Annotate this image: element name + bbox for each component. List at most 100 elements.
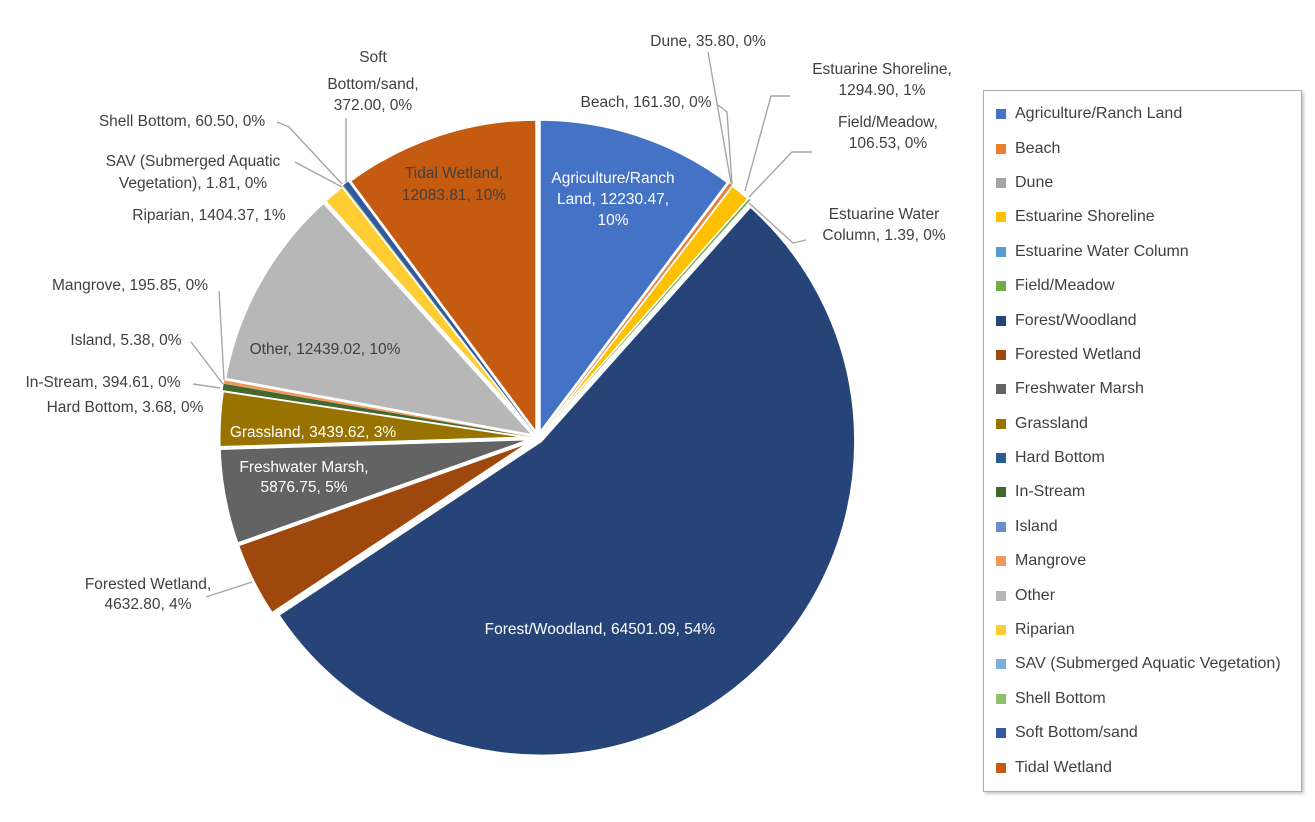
legend-label: Soft Bottom/sand: [1015, 724, 1138, 742]
pie-slice[interactable]: [222, 390, 535, 438]
leader-line: [748, 151, 812, 198]
legend-item[interactable]: Riparian: [996, 621, 1301, 639]
leader-line: [748, 202, 807, 244]
slice-label: Estuarine Shoreline, 1294.90, 1%: [812, 61, 952, 99]
pie-slice[interactable]: [343, 181, 536, 435]
leader-line: [294, 161, 343, 188]
pie-slice[interactable]: [347, 117, 539, 436]
slice-label: Dune, 35.80, 0%: [650, 33, 766, 50]
slice-label: Freshwater Marsh, 5876.75, 5%: [239, 459, 368, 496]
legend-swatch-icon: [996, 556, 1006, 567]
slice-label: Agriculture/Ranch Land, 12230.47, 10%: [551, 170, 674, 229]
legend-item[interactable]: Forest/Woodland: [996, 312, 1301, 330]
legend-label: Beach: [1015, 139, 1061, 157]
legend-swatch-icon: [996, 143, 1006, 154]
pie-slice[interactable]: [537, 117, 731, 436]
pie-slice[interactable]: [276, 204, 858, 758]
legend-swatch-icon: [996, 625, 1006, 636]
legend-label: Estuarine Shoreline: [1015, 208, 1155, 226]
legend-label: SAV (Submerged Aquatic Vegetation): [1015, 655, 1281, 673]
legend-label: Island: [1015, 517, 1058, 535]
legend-label: Agriculture/Ranch Land: [1015, 105, 1183, 123]
legend-item[interactable]: Dune: [996, 174, 1301, 192]
legend-swatch-icon: [996, 246, 1006, 257]
pie-slice[interactable]: [223, 380, 535, 438]
pie-slice[interactable]: [540, 182, 732, 435]
slice-label: Grassland, 3439.62, 3%: [230, 424, 397, 441]
legend-label: Dune: [1015, 173, 1054, 191]
legend-label: In-Stream: [1015, 483, 1086, 501]
leader-line: [190, 341, 224, 385]
slice-label: Forested Wetland, 4632.80, 4%: [85, 576, 211, 613]
legend-item[interactable]: SAV (Submerged Aquatic Vegetation): [996, 655, 1301, 673]
slice-label: Shell Bottom, 60.50, 0%: [99, 113, 266, 130]
legend-label: Forest/Woodland: [1015, 311, 1137, 329]
legend-swatch-icon: [996, 212, 1006, 223]
pie-slice[interactable]: [342, 185, 536, 435]
legend-item[interactable]: Shell Bottom: [996, 690, 1301, 708]
legend-label: Riparian: [1015, 621, 1075, 639]
legend-item[interactable]: Freshwater Marsh: [996, 380, 1301, 398]
pie-slice[interactable]: [223, 383, 535, 438]
legend-item[interactable]: Estuarine Shoreline: [996, 208, 1301, 226]
legend-swatch-icon: [996, 693, 1006, 704]
legend-swatch-icon: [996, 521, 1006, 532]
slice-label: Mangrove, 195.85, 0%: [52, 277, 208, 294]
legend-item[interactable]: Beach: [996, 140, 1301, 158]
pie-slice[interactable]: [540, 184, 733, 435]
slice-label: Forest/Woodland, 64501.09, 54%: [485, 621, 716, 638]
legend-label: Shell Bottom: [1015, 689, 1106, 707]
slice-label: SAV (Submerged Aquatic Vegetation), 1.81,…: [106, 153, 281, 192]
legend-item[interactable]: Other: [996, 587, 1301, 605]
leader-line: [205, 581, 253, 598]
legend-item[interactable]: Mangrove: [996, 552, 1301, 570]
legend-swatch-icon: [996, 109, 1006, 120]
legend-item[interactable]: Grassland: [996, 415, 1301, 433]
leader-line: [276, 121, 343, 185]
legend-label: Estuarine Water Column: [1015, 242, 1189, 260]
legend-item[interactable]: Agriculture/Ranch Land: [996, 105, 1301, 123]
legend-item[interactable]: Field/Meadow: [996, 277, 1301, 295]
legend-label: Field/Meadow: [1015, 277, 1115, 295]
slice-label: In-Stream, 394.61, 0%: [25, 374, 180, 391]
legend-label: Hard Bottom: [1015, 449, 1105, 467]
legend-swatch-icon: [996, 418, 1006, 429]
legend-swatch-icon: [996, 281, 1006, 292]
legend-item[interactable]: Tidal Wetland: [996, 759, 1301, 777]
pie-slice[interactable]: [540, 198, 750, 436]
leader-line: [192, 383, 221, 389]
legend-label: Other: [1015, 586, 1056, 604]
pie-slice[interactable]: [539, 183, 751, 437]
slice-label: Riparian, 1404.37, 1%: [132, 207, 286, 224]
slice-label: Beach, 161.30, 0%: [581, 94, 712, 111]
leader-line: [717, 104, 733, 185]
leader-line: [744, 95, 790, 192]
legend-swatch-icon: [996, 590, 1006, 601]
legend-swatch-icon: [996, 177, 1006, 188]
legend-item[interactable]: Estuarine Water Column: [996, 243, 1301, 261]
slice-label: Hard Bottom, 3.68, 0%: [47, 399, 204, 416]
legend-swatch-icon: [996, 728, 1006, 739]
legend-item[interactable]: Island: [996, 518, 1301, 536]
slice-label: Soft Bottom/sand, 372.00, 0%: [327, 49, 418, 114]
legend-label: Mangrove: [1015, 552, 1087, 570]
legend-swatch-icon: [996, 659, 1006, 670]
legend-swatch-icon: [996, 384, 1006, 395]
pie-slice[interactable]: [323, 184, 537, 437]
slice-label: Estuarine Water Column, 1.39, 0%: [822, 206, 945, 244]
legend-item[interactable]: Soft Bottom/sand: [996, 724, 1301, 742]
pie-slice[interactable]: [540, 198, 751, 436]
legend-label: Tidal Wetland: [1015, 758, 1112, 776]
pie-slice[interactable]: [217, 389, 536, 450]
legend-item[interactable]: Forested Wetland: [996, 346, 1301, 364]
legend-item[interactable]: Hard Bottom: [996, 449, 1301, 467]
pie-slice[interactable]: [342, 185, 536, 435]
pie-slice[interactable]: [223, 200, 537, 438]
pie-slice[interactable]: [222, 383, 535, 438]
leader-line: [707, 51, 732, 184]
legend: Agriculture/Ranch Land Beach Dune Estuarine…: [983, 90, 1302, 792]
legend-label: Forested Wetland: [1015, 345, 1141, 363]
legend-item[interactable]: In-Stream: [996, 483, 1301, 501]
